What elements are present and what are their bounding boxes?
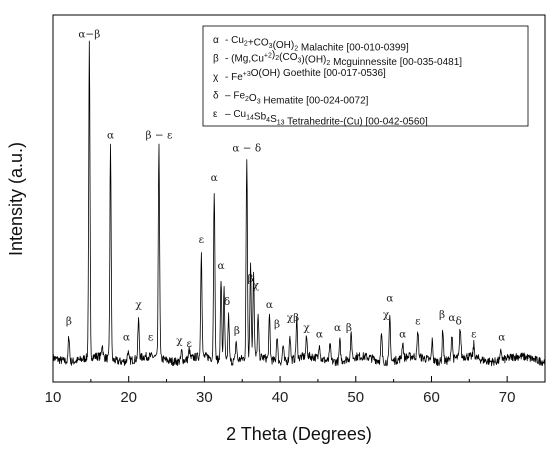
x-axis-title: 2 Theta (Degrees) bbox=[226, 424, 372, 444]
peak-label: α bbox=[107, 130, 114, 142]
x-tick-label-20: 20 bbox=[120, 389, 137, 406]
peak-label: χ bbox=[303, 322, 310, 334]
legend: α- Cu2+CO3(OH)2 Malachite [00-010-0399]β… bbox=[202, 25, 529, 128]
x-tick-label-30: 30 bbox=[196, 389, 213, 406]
peak-label: β bbox=[248, 273, 254, 285]
diffraction-pattern-line bbox=[52, 40, 546, 367]
legend-entry-part: O bbox=[249, 93, 257, 104]
peak-label: β bbox=[346, 322, 352, 334]
peak-label: ε bbox=[199, 234, 204, 246]
peak-label: β bbox=[274, 319, 280, 331]
legend-entry-part: - Fe bbox=[225, 72, 243, 83]
peak-label: α bbox=[498, 332, 505, 344]
peak-label: α bbox=[448, 312, 455, 324]
legend-entry-0: - Cu2+CO3(OH)2 Malachite [00-010-0399] bbox=[225, 35, 409, 54]
peak-label: α bbox=[334, 322, 341, 334]
legend-entry-3: – Fe2O3 Hematite [00-024-0072] bbox=[225, 91, 369, 107]
legend-symbol: ε bbox=[213, 109, 218, 120]
legend-entry-part: 4 bbox=[266, 117, 270, 124]
y-axis-title: Intensity (a.u.) bbox=[6, 142, 26, 256]
legend-entry-part: ) bbox=[272, 50, 275, 61]
legend-entry-part: 2 bbox=[326, 60, 330, 67]
legend-entry-part: +2 bbox=[264, 53, 272, 60]
legend-entry-part: - Cu bbox=[225, 35, 244, 46]
peak-label: χ bbox=[176, 335, 183, 347]
legend-entry-part: +CO bbox=[248, 38, 269, 49]
peak-label: α bbox=[316, 328, 323, 340]
peak-label: ε bbox=[471, 328, 476, 340]
legend-entry-part: 13 bbox=[277, 120, 285, 127]
peak-label: α bbox=[211, 172, 218, 184]
peak-label: α bbox=[217, 260, 224, 272]
plot-frame bbox=[52, 14, 546, 383]
peak-label: ε bbox=[415, 315, 420, 327]
legend-entry-part: Sb bbox=[254, 112, 267, 123]
peak-label: χ bbox=[383, 309, 390, 321]
peak-label: ε bbox=[148, 332, 153, 344]
legend-entry-part: 3 bbox=[257, 99, 261, 106]
peak-label: α bbox=[266, 299, 273, 311]
legend-entry-part: 2 bbox=[245, 96, 249, 103]
peak-label: α bbox=[386, 293, 393, 305]
legend-entry-part: Hematite [00-024-0072] bbox=[261, 96, 369, 107]
legend-entry-part: Mcguinnessite [00-035-0481] bbox=[330, 57, 462, 68]
legend-entry-part: (CO bbox=[279, 52, 298, 63]
x-tick-label-60: 60 bbox=[423, 389, 440, 406]
x-tick-label-40: 40 bbox=[272, 389, 289, 406]
legend-entry-part: )(OH) bbox=[301, 55, 326, 66]
legend-entry-part: 2 bbox=[294, 46, 298, 53]
peak-label: α bbox=[123, 332, 130, 344]
peak-label: δ bbox=[456, 315, 462, 327]
peak-label: β bbox=[66, 315, 72, 327]
legend-entry-part: 3 bbox=[269, 43, 273, 50]
x-tick-label-70: 70 bbox=[499, 389, 516, 406]
peak-label: χ bbox=[253, 280, 260, 292]
peak-label: β − ε bbox=[145, 130, 172, 142]
legend-entry-part: – Fe bbox=[225, 91, 245, 102]
peak-label: α bbox=[399, 328, 406, 340]
legend-entry-part: – Cu bbox=[225, 109, 246, 120]
peak-label: δ bbox=[224, 296, 230, 308]
legend-entry-part: 3 bbox=[297, 58, 301, 65]
legend-entry-part: 2 bbox=[244, 41, 248, 48]
peak-label: α − δ bbox=[232, 143, 261, 155]
legend-box bbox=[202, 25, 529, 127]
legend-entry-part: O(OH) Goethite [00-017-0536] bbox=[251, 68, 386, 79]
legend-entry-part: S bbox=[270, 114, 277, 125]
legend-entry-part: Malachite [00-010-0399] bbox=[298, 43, 409, 54]
peak-label: χβ bbox=[287, 312, 299, 324]
peak-label: ε bbox=[187, 338, 192, 350]
legend-entry-part: +3 bbox=[243, 71, 251, 78]
peak-label: β bbox=[234, 325, 240, 337]
legend-entry-part: 14 bbox=[246, 115, 254, 122]
x-tick-label-10: 10 bbox=[45, 389, 62, 406]
legend-entry-part: Tetrahedrite-(Cu) [00-042-0560] bbox=[285, 117, 428, 128]
peak-label: β bbox=[439, 309, 445, 321]
legend-symbol: δ bbox=[213, 91, 219, 102]
x-tick-label-50: 50 bbox=[347, 389, 364, 406]
peak-label: χ bbox=[135, 299, 142, 311]
legend-entry-2: - Fe+3O(OH) Goethite [00-017-0536] bbox=[225, 68, 386, 83]
legend-entry-part: (OH) bbox=[273, 40, 295, 51]
legend-symbol: α bbox=[213, 35, 219, 46]
legend-entry-1: - (Mg,Cu+2)2(CO3)(OH)2 Mcguinnessite [00… bbox=[225, 50, 462, 69]
x-axis-ticks: 10 20 30 40 50 60 70 bbox=[45, 376, 516, 406]
legend-symbol: χ bbox=[213, 72, 219, 83]
peak-label: α−β bbox=[78, 28, 100, 40]
legend-entry-part: - (Mg,Cu bbox=[225, 54, 264, 65]
legend-entry-4: – Cu14Sb4S13 Tetrahedrite-(Cu) [00-042-0… bbox=[225, 109, 428, 128]
legend-entry-part: 2 bbox=[275, 55, 279, 62]
legend-symbol: β bbox=[213, 54, 219, 65]
